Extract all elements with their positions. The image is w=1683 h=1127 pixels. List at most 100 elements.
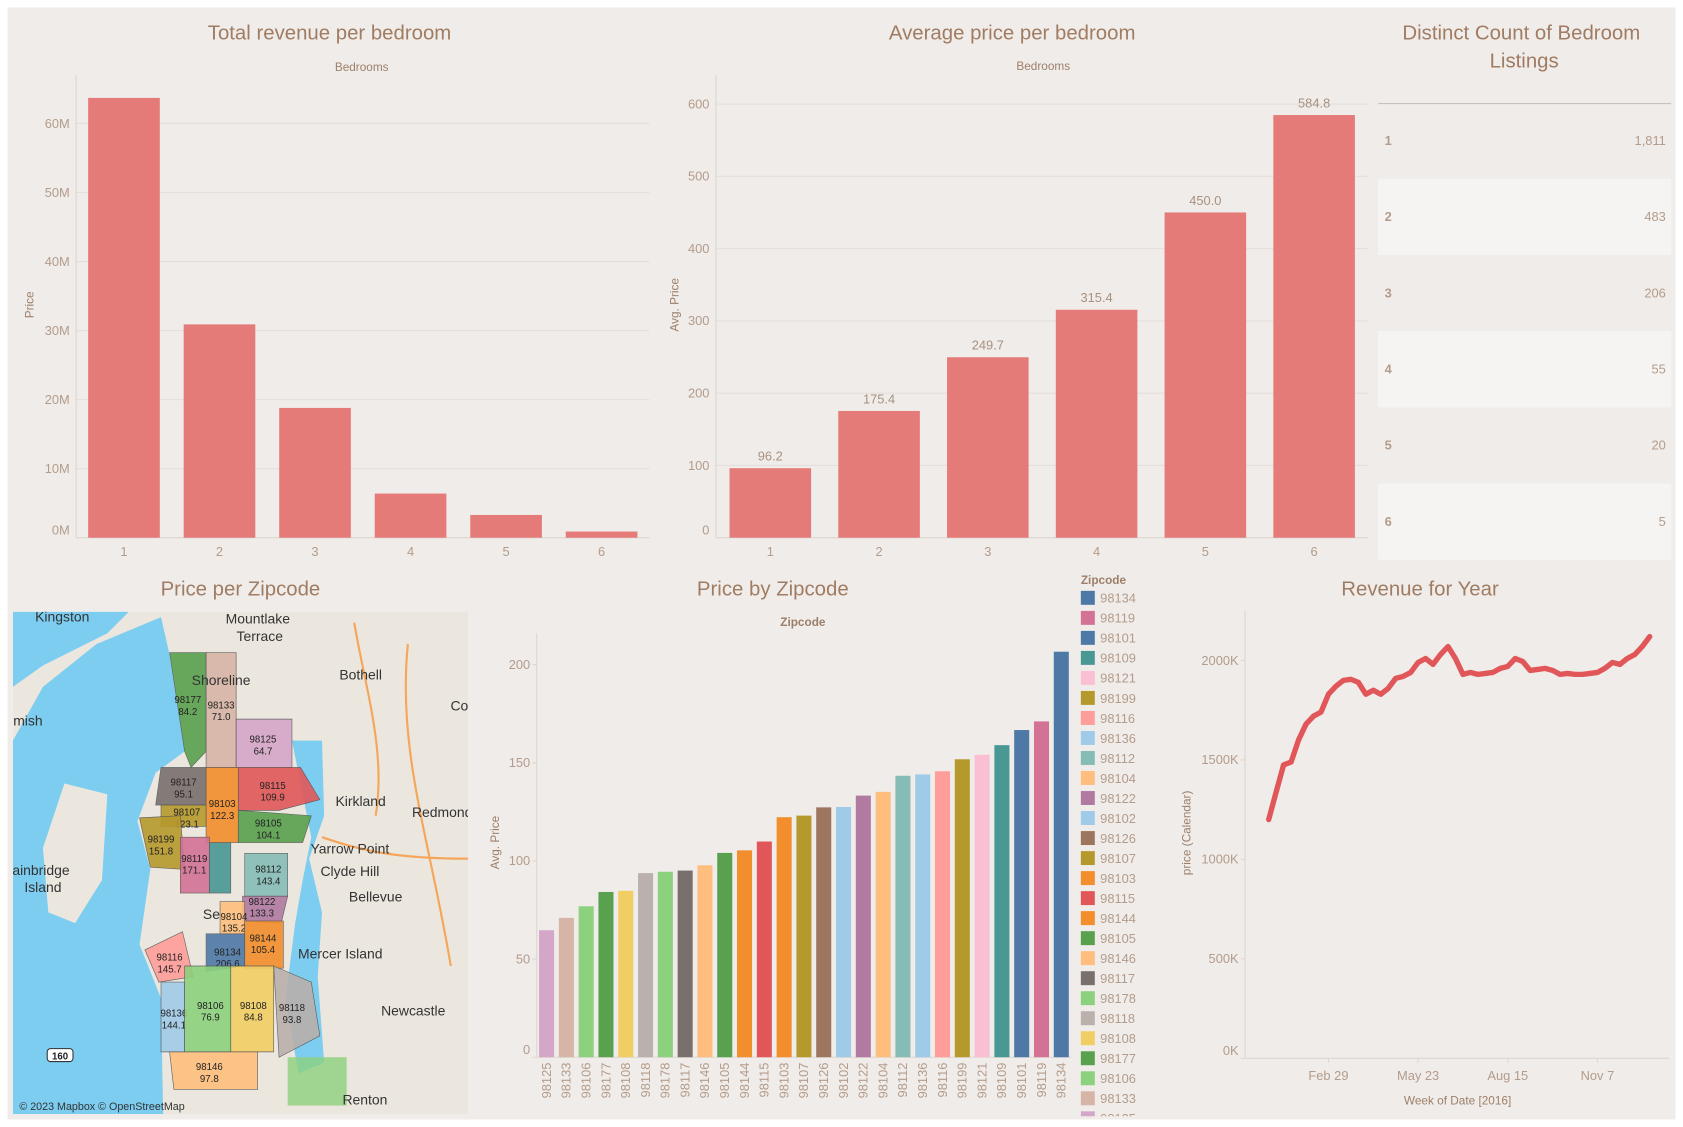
legend-swatch (1080, 670, 1095, 685)
zip-price: 123.1 (175, 820, 199, 831)
x-tick-label: 98118 (638, 1063, 653, 1098)
bar (470, 514, 542, 538)
bar (934, 771, 951, 1058)
y-tick-label: 150 (509, 755, 530, 770)
x-tick-label: 98117 (677, 1063, 692, 1098)
y-axis-label: Avg. Price (488, 815, 502, 869)
x-axis-label: Bedrooms (1016, 59, 1070, 73)
y-tick-label: 30M (45, 323, 70, 338)
bar (838, 410, 920, 538)
x-tick-label: 98116 (935, 1063, 950, 1098)
map-title: Price per Zipcode (161, 579, 321, 601)
row-label: 2 (1385, 209, 1392, 224)
bar (994, 745, 1010, 1058)
x-tick-label: 98104 (875, 1063, 890, 1099)
zip-label: 98119 (181, 854, 207, 865)
legend-swatch (1080, 1031, 1095, 1046)
zip-label: 98105 (255, 818, 282, 829)
legend-swatch (1080, 911, 1095, 926)
zip-label: 98103 (209, 799, 236, 810)
legend-swatch (1080, 771, 1095, 785)
bar (657, 871, 673, 1058)
legend-label: 98117 (1100, 971, 1135, 986)
zip-region (180, 836, 210, 894)
bar (1053, 651, 1069, 1058)
legend-swatch (1080, 590, 1095, 605)
zip-region (273, 965, 321, 1058)
zip-label: 98115 (260, 781, 286, 792)
value-label: 175.4 (863, 391, 895, 406)
legend-swatch (1080, 1051, 1095, 1066)
y-axis-label: Avg. Price (667, 278, 681, 332)
zip-label: 98122 (248, 897, 275, 908)
legend-swatch (1080, 811, 1095, 826)
legend-label: 98178 (1100, 991, 1136, 1006)
place-label: Co (450, 698, 468, 714)
bar (855, 795, 871, 1058)
x-tick-label: 98122 (856, 1063, 871, 1099)
x-tick-label: 1 (120, 544, 127, 559)
bar (729, 468, 812, 538)
y-tick-label: 1500K (1201, 752, 1239, 767)
zip-price: 104.1 (256, 830, 280, 841)
legend-swatch (1080, 971, 1095, 986)
water (12, 611, 129, 687)
zip-price: 97.8 (200, 1074, 219, 1085)
x-tick-label: 98177 (598, 1063, 613, 1099)
x-tick-label: 98106 (578, 1063, 593, 1099)
legend-swatch (1080, 690, 1095, 705)
x-tick-label: 3 (311, 544, 318, 559)
x-tick-label: 2 (875, 544, 882, 559)
y-tick-label: 300 (688, 313, 709, 328)
bar (1273, 115, 1355, 538)
island (322, 923, 355, 988)
bar (796, 815, 812, 1058)
zip-region (237, 767, 321, 811)
x-axis-label: Zipcode (780, 615, 826, 629)
zip-price: 133.3 (250, 909, 274, 920)
y-tick-label: 2000K (1201, 653, 1239, 668)
place-label: mish (13, 713, 42, 729)
place-label: Se (203, 906, 220, 922)
legend-swatch (1080, 710, 1095, 725)
legend-title: Zipcode (1081, 573, 1127, 587)
zip-label: 98116 (157, 953, 183, 964)
y-tick-label: 500K (1209, 951, 1239, 966)
x-tick-label: 98108 (618, 1063, 633, 1099)
legend-label: 98121 (1100, 671, 1136, 686)
y-axis-label: Price (22, 291, 36, 318)
bar (875, 791, 891, 1058)
value-label: 249.7 (972, 338, 1004, 353)
legend-swatch (1080, 851, 1095, 866)
legend-label: 98136 (1100, 731, 1136, 746)
x-tick-label: 98126 (816, 1063, 831, 1099)
legend-swatch (1080, 751, 1095, 765)
legend-label: 98134 (1100, 591, 1136, 606)
legend-swatch (1080, 951, 1095, 966)
legend-label: 98118 (1100, 1011, 1135, 1026)
y-tick-label: 1000K (1201, 852, 1239, 867)
bar (183, 324, 256, 538)
bar (578, 906, 594, 1058)
value-label: 96.2 (758, 449, 783, 464)
x-axis-label: Bedrooms (335, 60, 389, 74)
bar (565, 531, 638, 538)
y-tick-label: 0K (1223, 1043, 1239, 1058)
place-label: Kingston (35, 608, 89, 624)
bar (1164, 212, 1247, 538)
zip-label: 98177 (174, 695, 201, 706)
island (42, 783, 108, 924)
legend-label: 98112 (1100, 751, 1135, 766)
legend-swatch (1080, 1011, 1095, 1026)
x-tick-label: Nov 7 (1581, 1068, 1615, 1083)
place-label: Shoreline (192, 672, 251, 688)
row-value: 5 (1659, 514, 1666, 529)
x-tick-label: 98107 (796, 1063, 811, 1099)
value-label: 315.4 (1080, 290, 1112, 305)
value-label: 450.0 (1189, 193, 1221, 208)
chart-title: Price by Zipcode (697, 579, 849, 601)
place-label: Yarrow Point (311, 840, 390, 856)
bar (836, 806, 852, 1058)
place-label: Renton (342, 1091, 387, 1107)
